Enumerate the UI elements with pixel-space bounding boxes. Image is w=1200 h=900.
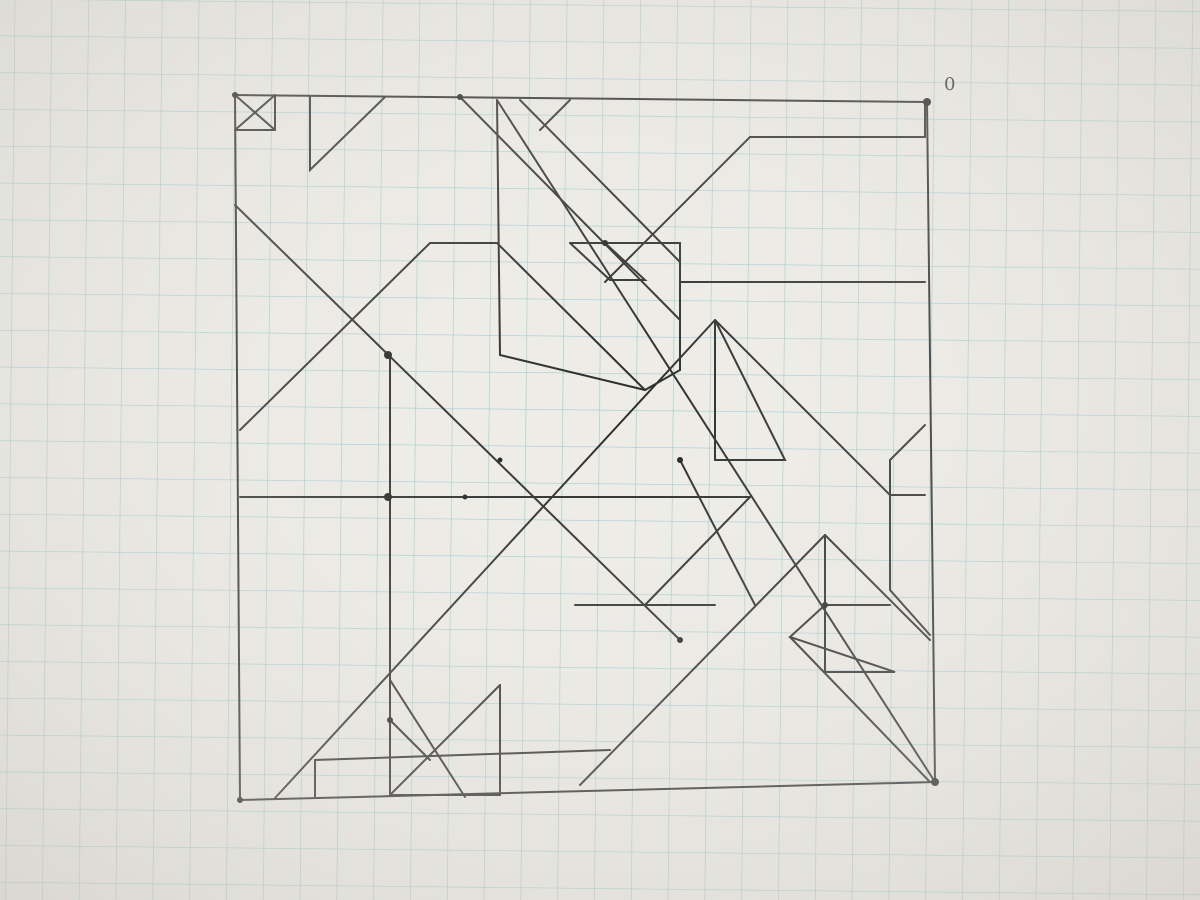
annotation: 0 [944,74,955,95]
